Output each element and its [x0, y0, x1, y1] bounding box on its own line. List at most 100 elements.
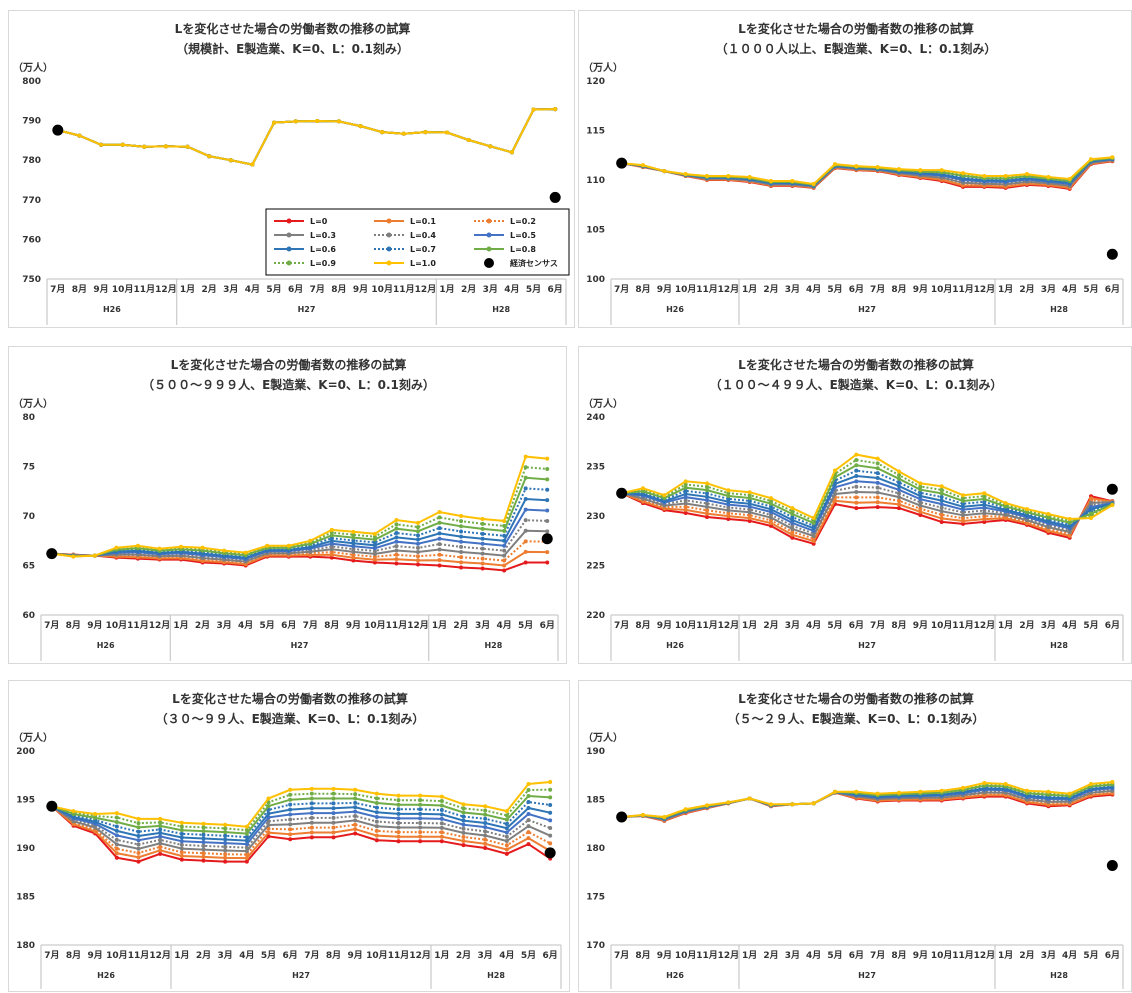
data-point	[439, 794, 444, 799]
data-point	[982, 505, 987, 510]
data-point	[1003, 781, 1008, 786]
x-tick-label: 12月	[718, 284, 740, 295]
data-point	[437, 515, 442, 520]
x-tick-label: 4月	[497, 620, 512, 631]
data-point	[705, 498, 709, 503]
x-tick-label: 1月	[173, 620, 188, 631]
data-point	[641, 813, 645, 818]
x-tick-label: 8月	[72, 284, 87, 295]
data-point	[437, 526, 442, 531]
legend-swatch-marker	[486, 246, 492, 252]
data-point	[548, 795, 553, 800]
data-point	[272, 120, 277, 125]
data-point	[114, 855, 119, 860]
data-point	[548, 787, 553, 792]
data-point	[265, 543, 270, 548]
y-tick-label: 65	[22, 562, 35, 572]
x-tick-label: 3月	[1041, 950, 1056, 961]
data-point	[545, 466, 550, 471]
data-point	[705, 484, 709, 489]
data-point	[545, 487, 550, 492]
data-point	[982, 781, 987, 786]
data-point	[747, 510, 752, 515]
data-point	[705, 174, 709, 179]
legend-entry-label: L=0.2	[510, 217, 536, 226]
data-point	[244, 835, 249, 840]
data-point	[415, 545, 420, 550]
x-tick-label: 12月	[415, 284, 437, 295]
data-point	[459, 514, 464, 518]
data-point	[982, 494, 987, 499]
data-point	[374, 819, 379, 824]
data-point	[71, 554, 76, 559]
data-point	[705, 491, 709, 496]
x-tick-label: 8月	[66, 950, 81, 961]
data-point	[918, 481, 923, 486]
data-point	[266, 826, 271, 831]
x-tick-label: 1月	[432, 620, 447, 631]
data-point	[201, 832, 206, 837]
data-point	[331, 791, 336, 796]
data-point	[769, 521, 773, 526]
data-point	[179, 846, 184, 851]
series-line-L-0_6	[621, 474, 1113, 530]
data-point	[811, 515, 816, 520]
y-tick-label: 230	[586, 512, 605, 522]
data-point	[526, 812, 531, 817]
series-line-L-0_2	[51, 540, 548, 564]
data-point	[526, 806, 531, 811]
data-point	[641, 163, 645, 168]
data-point	[372, 549, 377, 554]
data-point	[854, 463, 859, 468]
data-point	[982, 508, 987, 513]
chart-title: Lを変化させた場合の労働者数の推移の試算	[175, 21, 411, 36]
series-line-L-0_5	[51, 508, 548, 561]
data-point	[526, 842, 531, 847]
year-group-label: H28	[1050, 305, 1068, 314]
data-point	[266, 796, 271, 801]
x-tick-label: 2月	[763, 620, 778, 631]
data-point	[415, 554, 420, 559]
data-point	[726, 488, 731, 493]
data-point	[526, 830, 531, 835]
data-point	[961, 507, 965, 512]
data-point	[523, 454, 528, 459]
x-tick-label: 6月	[849, 620, 864, 631]
data-point	[480, 551, 485, 556]
y-tick-label: 760	[22, 235, 41, 245]
data-point	[266, 819, 271, 824]
data-point	[811, 181, 816, 186]
data-point	[982, 519, 987, 524]
x-tick-label: 10月	[364, 620, 386, 631]
data-point	[418, 839, 423, 844]
data-point	[244, 859, 249, 864]
data-point	[747, 498, 752, 503]
data-point	[461, 843, 466, 848]
data-point	[1025, 788, 1029, 793]
data-point	[394, 517, 399, 522]
data-point	[201, 825, 206, 830]
data-point	[439, 830, 444, 835]
data-point	[250, 162, 255, 167]
series-line-L-1_0	[51, 455, 548, 558]
x-tick-label: 5月	[261, 950, 276, 961]
data-point	[114, 811, 119, 816]
data-point	[705, 481, 709, 486]
data-point	[394, 535, 399, 540]
y-axis-unit-label: （万人）	[13, 731, 53, 744]
data-point	[244, 852, 249, 857]
data-point	[114, 815, 119, 820]
data-point	[374, 805, 379, 810]
y-tick-label: 240	[586, 413, 605, 423]
data-point	[790, 506, 795, 511]
data-point	[918, 497, 923, 502]
data-point	[504, 847, 509, 852]
data-point	[244, 856, 249, 861]
census-marker	[46, 800, 58, 812]
x-tick-label: 11月	[952, 950, 974, 961]
data-point	[179, 828, 184, 833]
x-tick-label: 2月	[461, 284, 476, 295]
data-point	[726, 516, 731, 521]
data-point	[875, 461, 880, 466]
data-point	[459, 560, 464, 565]
